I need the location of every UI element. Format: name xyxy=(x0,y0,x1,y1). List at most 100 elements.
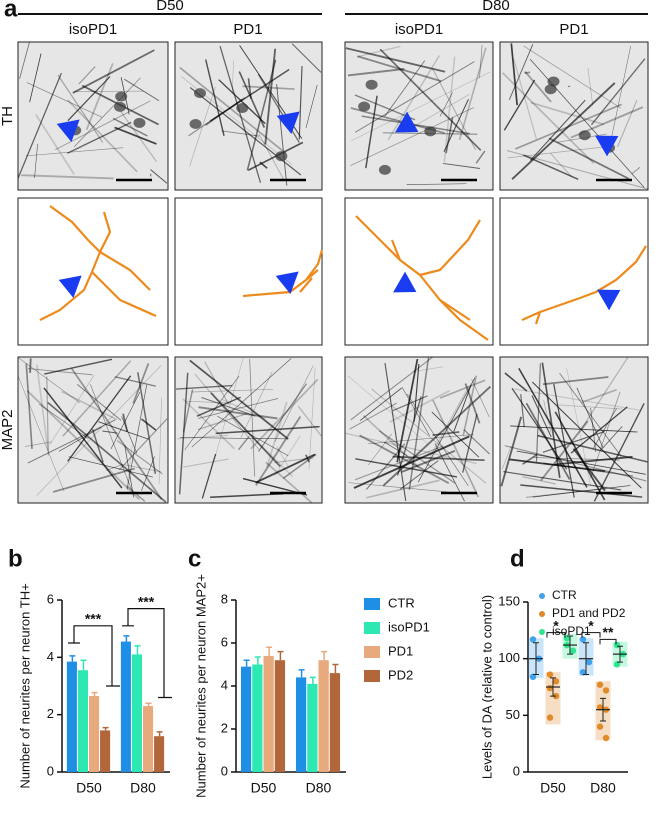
data-point xyxy=(586,659,592,665)
bar xyxy=(67,662,77,772)
soma xyxy=(133,118,145,128)
row-title: TH xyxy=(0,106,16,126)
legend-swatch xyxy=(539,629,545,635)
soma xyxy=(547,76,559,86)
soma xyxy=(190,119,202,129)
soma xyxy=(114,102,126,112)
panel-label: b xyxy=(8,545,23,572)
error-bar xyxy=(321,652,327,661)
y-tick-label: 2 xyxy=(221,720,228,735)
neurite xyxy=(568,86,570,87)
x-tick-label: D50 xyxy=(540,780,566,796)
column-title: isoPD1 xyxy=(69,21,117,38)
column-title: PD1 xyxy=(559,21,588,38)
bar xyxy=(330,673,340,772)
bar xyxy=(143,706,153,772)
y-tick-label: 0 xyxy=(47,763,54,778)
y-axis-label: Number of neurites per neuron TH+ xyxy=(17,583,32,788)
micrograph-frame xyxy=(500,357,648,503)
bar xyxy=(307,684,317,772)
bar xyxy=(121,642,131,772)
bar xyxy=(78,670,88,772)
micrograph-frame xyxy=(175,357,322,503)
column-title: isoPD1 xyxy=(395,21,443,38)
group-title: D80 xyxy=(482,0,510,14)
bar xyxy=(100,730,110,772)
y-tick-label: 150 xyxy=(498,593,520,608)
error-bar xyxy=(277,652,283,661)
soma xyxy=(194,88,206,98)
data-point xyxy=(553,678,559,684)
bar xyxy=(319,660,329,772)
y-tick-label: 0 xyxy=(221,763,228,778)
error-bar xyxy=(244,660,250,666)
significance-label: *** xyxy=(85,611,102,627)
y-tick-label: 50 xyxy=(506,707,520,722)
micrograph-frame xyxy=(18,42,168,190)
legend-swatch xyxy=(364,598,380,610)
row-title: MAP2 xyxy=(0,410,16,451)
data-point xyxy=(603,735,609,741)
charts: b Number of neurites per neuron TH+ 0 2 4 6 D5… xyxy=(8,545,628,797)
legend-label: isoPD1 xyxy=(388,619,430,634)
data-point xyxy=(614,642,620,648)
data-point xyxy=(547,685,553,691)
legend-label: isoPD1 xyxy=(552,624,591,638)
error-bar xyxy=(92,693,98,696)
x-tick-label: D80 xyxy=(590,780,616,796)
bar xyxy=(252,665,262,773)
error-bar xyxy=(146,703,152,706)
soma xyxy=(275,151,287,161)
data-point xyxy=(597,723,603,729)
soma xyxy=(579,130,591,140)
y-tick-label: 6 xyxy=(221,634,228,649)
data-point xyxy=(530,636,536,642)
y-tick-label: 4 xyxy=(47,649,54,664)
error-bar xyxy=(134,646,140,655)
y-axis-label: Levels of DA (relative to control) xyxy=(479,595,494,779)
legend-label: CTR xyxy=(388,595,415,610)
bar xyxy=(154,736,164,772)
legend-swatch xyxy=(539,593,545,599)
x-tick-label: D50 xyxy=(76,780,102,796)
error-bar xyxy=(157,732,163,736)
y-tick-label: 4 xyxy=(221,677,228,692)
y-tick-label: 100 xyxy=(498,650,520,665)
soma xyxy=(366,80,378,90)
data-point xyxy=(547,714,553,720)
micrograph-frame xyxy=(345,198,493,345)
neurite xyxy=(30,358,31,372)
y-tick-label: 8 xyxy=(221,591,228,606)
bar xyxy=(296,677,306,772)
soma xyxy=(379,165,391,175)
panel-label: c xyxy=(188,545,201,572)
y-axis-label: Number of neurites per neuron MAP2+ xyxy=(193,574,208,798)
group-title: D50 xyxy=(156,0,184,14)
x-tick-label: D80 xyxy=(306,780,332,796)
error-bar xyxy=(266,647,272,656)
error-bar xyxy=(332,665,338,674)
column-title: PD1 xyxy=(233,21,262,38)
error-bar xyxy=(255,657,261,665)
data-point xyxy=(597,682,603,688)
significance-label: ** xyxy=(603,624,614,640)
legend-swatch xyxy=(364,622,380,634)
y-tick-label: 0 xyxy=(513,763,520,778)
legend-label: PD1 xyxy=(388,643,413,658)
bar xyxy=(264,656,274,772)
y-tick-label: 2 xyxy=(47,706,54,721)
error-bar xyxy=(103,728,109,731)
soma xyxy=(236,103,248,113)
error-bar xyxy=(69,656,75,662)
legend-swatch xyxy=(364,646,380,658)
x-tick-label: D50 xyxy=(251,780,277,796)
error-bar xyxy=(299,670,305,678)
data-point xyxy=(603,687,609,693)
bar xyxy=(89,696,99,772)
significance-label: *** xyxy=(138,593,155,609)
x-tick-label: D80 xyxy=(130,780,156,796)
soma xyxy=(358,102,370,112)
micrograph-frame xyxy=(175,198,322,345)
panel-label: d xyxy=(510,545,525,572)
